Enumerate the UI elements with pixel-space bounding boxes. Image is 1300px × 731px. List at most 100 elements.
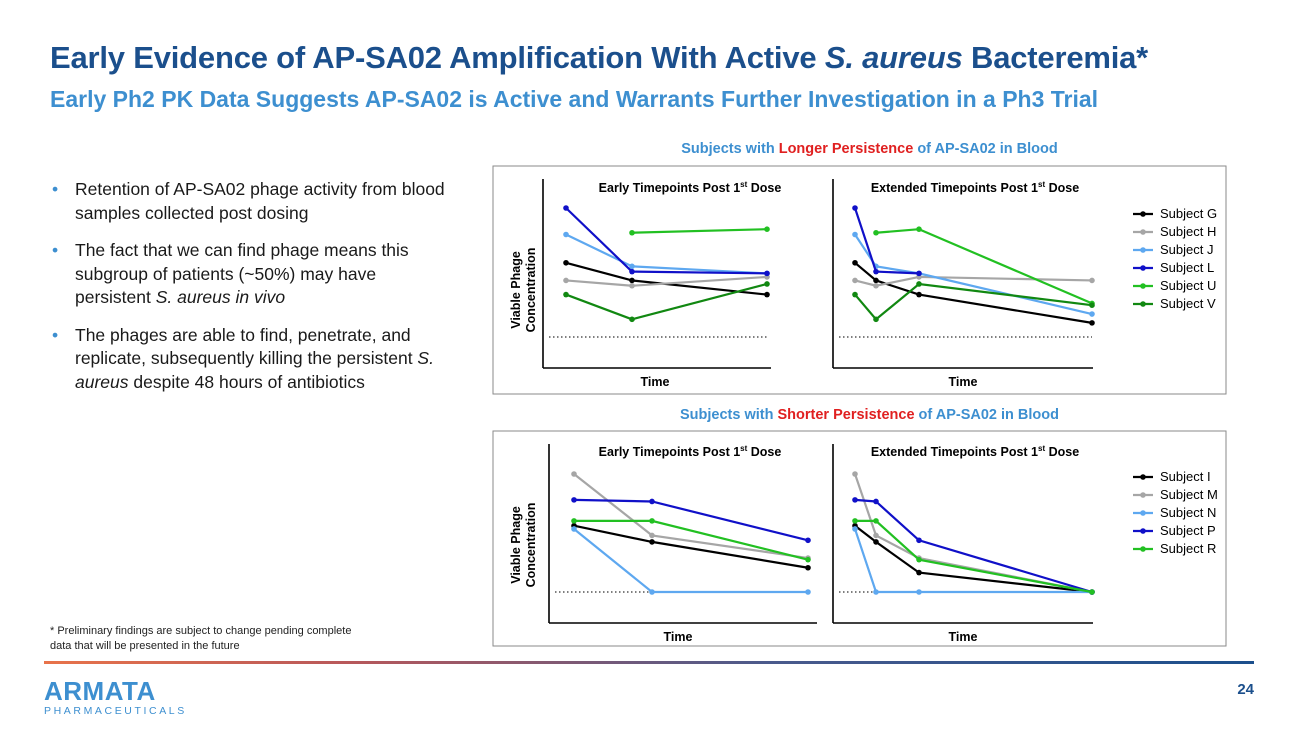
legend-item: Subject R (1133, 541, 1216, 556)
series-subject-l (852, 205, 922, 277)
group-title-highlight: Shorter Persistence (778, 407, 915, 423)
legend: Subject G Subject H Subject J Subject L Subj… (1133, 206, 1217, 311)
y-axis-label-line2: Concentration (524, 248, 538, 333)
data-point (852, 231, 858, 238)
series-line (854, 524, 1093, 594)
bullet-text-after: despite 48 hours of antibiotics (128, 371, 365, 392)
data-point (916, 270, 922, 277)
data-point (629, 268, 635, 275)
legend-label: Subject J (1160, 242, 1213, 257)
bullet-item: • The fact that we can find phage means t… (52, 239, 452, 310)
bullet-text: Retention of AP-SA02 phage activity from… (75, 179, 445, 223)
y-axis-label-line1: Viable Phage (509, 251, 523, 329)
legend-swatch-dot (1140, 546, 1146, 552)
panel-title-text: Extended Timepoints Post 1 (871, 445, 1038, 459)
data-point (1089, 320, 1095, 326)
y-axis-label: Viable PhageConcentration (509, 248, 538, 333)
data-point (629, 282, 635, 289)
panel-title-text: Early Timepoints Post 1 (599, 445, 741, 459)
panel-title-text: Early Timepoints Post 1 (599, 181, 741, 195)
armata-logo: ARMATA PHARMACEUTICALS (44, 678, 187, 717)
chart-group-2: Subjects with Shorter Persistence of AP-… (492, 407, 1227, 647)
panel-title-end: Dose (1045, 445, 1079, 459)
legend-swatch-dot (1140, 247, 1146, 253)
bullet-text: The phages are able to find, penetrate, … (75, 324, 418, 369)
series-line (854, 498, 1093, 594)
series-subject-n (571, 526, 811, 595)
data-point (649, 518, 655, 524)
legend-label: Subject M (1160, 487, 1218, 502)
legend-label: Subject G (1160, 206, 1217, 221)
data-point (563, 205, 569, 211)
legend-swatch-dot (1140, 211, 1146, 217)
group-title-post: of AP-SA02 in Blood (915, 407, 1059, 423)
legend-label: Subject N (1160, 505, 1216, 520)
legend-swatch-dot (1140, 229, 1146, 235)
bullet-dot: • (52, 179, 59, 199)
data-point (873, 277, 879, 284)
series-line (855, 519, 1093, 594)
data-point (571, 518, 577, 524)
footnote: * Preliminary findings are subject to ch… (50, 625, 352, 652)
chart-group-title: Subjects with Shorter Persistence of AP-… (680, 407, 1059, 423)
bullet-item: • Retention of AP-SA02 phage activity fro… (52, 178, 452, 225)
data-point (916, 291, 922, 298)
data-point (1089, 311, 1095, 317)
x-axis-label: Time (664, 630, 693, 644)
chart-frame (492, 430, 1227, 647)
legend-item: Subject H (1133, 224, 1216, 239)
legend-item: Subject L (1133, 260, 1214, 275)
data-point (805, 537, 811, 544)
panel-early: Early Timepoints Post 1st Dose Time (548, 444, 817, 644)
data-point (852, 497, 858, 503)
logo-sub: PHARMACEUTICALS (44, 705, 187, 717)
data-point (873, 282, 879, 289)
data-point (571, 526, 577, 532)
series-line (853, 528, 1092, 594)
data-point (649, 539, 655, 545)
series-subject-v (852, 281, 1095, 323)
y-axis-label: Viable PhageConcentration (509, 503, 538, 588)
logo-main: ARMATA (44, 676, 156, 706)
panel-title-sup: st (740, 444, 747, 453)
series-subject-g (563, 259, 770, 298)
legend-item: Subject J (1133, 242, 1213, 257)
data-point (805, 589, 811, 595)
series-line (854, 261, 1093, 324)
panel-title-sup: st (1038, 180, 1045, 189)
legend-label: Subject I (1160, 469, 1211, 484)
data-point (571, 471, 577, 477)
data-point (571, 497, 577, 503)
data-point (764, 226, 770, 233)
title-end: Bacteremia* (971, 40, 1149, 75)
bullet-italic: S. aureus in vivo (155, 287, 286, 307)
data-point (629, 263, 635, 270)
data-point (629, 277, 635, 284)
title-italic: S. aureus (824, 40, 963, 75)
legend-swatch-dot (1140, 265, 1146, 271)
data-point (1089, 302, 1095, 308)
panel-title-sup: st (740, 180, 747, 189)
series-subject-r (571, 518, 811, 563)
data-point (649, 498, 655, 505)
data-point (852, 259, 858, 266)
data-point (873, 532, 879, 539)
legend-label: Subject R (1160, 541, 1216, 556)
panel-title: Extended Timepoints Post 1st Dose (871, 444, 1079, 459)
data-point (764, 291, 770, 298)
group-title-post: of AP-SA02 in Blood (913, 141, 1057, 157)
legend-label: Subject H (1160, 224, 1216, 239)
data-point (873, 316, 879, 323)
legend-item: Subject P (1133, 523, 1216, 538)
data-point (873, 268, 879, 275)
footer-divider (44, 661, 1254, 664)
series-subject-h (852, 274, 1095, 289)
legend: Subject I Subject M Subject N Subject P Subj… (1133, 469, 1218, 556)
data-point (805, 564, 811, 571)
bullet-dot: • (52, 240, 59, 260)
data-point (649, 532, 655, 539)
legend-swatch-dot (1140, 474, 1146, 480)
legend-label: Subject P (1160, 523, 1216, 538)
data-point (916, 537, 922, 544)
